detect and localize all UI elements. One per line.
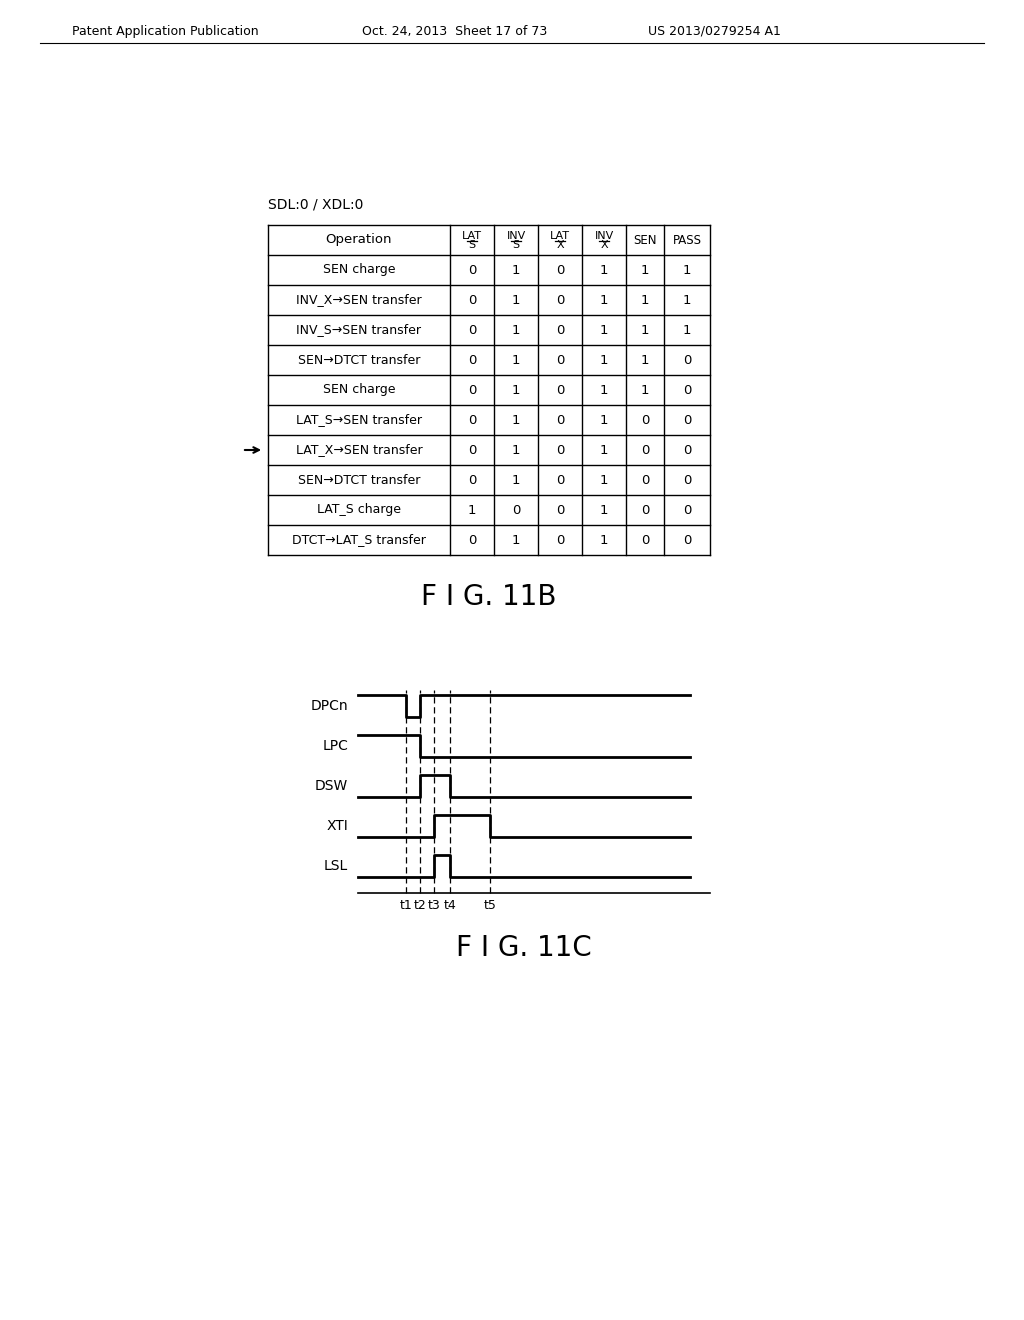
Text: 1: 1 [512,413,520,426]
Text: LAT: LAT [550,231,570,242]
Text: 1: 1 [641,354,649,367]
Text: 1: 1 [600,533,608,546]
Text: 0: 0 [683,354,691,367]
Text: X: X [600,240,608,249]
Text: 0: 0 [556,323,564,337]
Text: 1: 1 [600,503,608,516]
Text: INV: INV [594,231,613,242]
Text: SEN→DTCT transfer: SEN→DTCT transfer [298,474,420,487]
Text: 1: 1 [512,474,520,487]
Text: 0: 0 [468,444,476,457]
Text: 1: 1 [600,474,608,487]
Text: 0: 0 [468,474,476,487]
Text: 0: 0 [556,354,564,367]
Text: 0: 0 [683,503,691,516]
Text: INV_X→SEN transfer: INV_X→SEN transfer [296,293,422,306]
Text: 1: 1 [512,384,520,396]
Text: PASS: PASS [673,234,701,247]
Text: 1: 1 [512,533,520,546]
Text: Operation: Operation [326,234,392,247]
Text: 0: 0 [556,413,564,426]
Text: SEN→DTCT transfer: SEN→DTCT transfer [298,354,420,367]
Text: 0: 0 [556,444,564,457]
Text: 0: 0 [556,503,564,516]
Text: DTCT→LAT_S transfer: DTCT→LAT_S transfer [292,533,426,546]
Text: 1: 1 [641,293,649,306]
Text: 0: 0 [641,503,649,516]
Text: 0: 0 [556,474,564,487]
Text: LAT_S→SEN transfer: LAT_S→SEN transfer [296,413,422,426]
Text: 0: 0 [468,293,476,306]
Text: t5: t5 [483,899,497,912]
Text: 0: 0 [556,293,564,306]
Text: DSW: DSW [314,779,348,793]
Text: 1: 1 [600,444,608,457]
Text: 0: 0 [468,413,476,426]
Text: 1: 1 [600,384,608,396]
Text: t1: t1 [399,899,413,912]
Text: 0: 0 [468,354,476,367]
Text: 1: 1 [641,384,649,396]
Text: F I G. 11B: F I G. 11B [421,583,557,611]
Text: 1: 1 [600,413,608,426]
Text: 0: 0 [556,533,564,546]
Text: SEN: SEN [633,234,656,247]
Text: 0: 0 [468,533,476,546]
Text: 0: 0 [468,264,476,276]
Text: t2: t2 [414,899,426,912]
Text: 0: 0 [683,384,691,396]
Text: 0: 0 [683,474,691,487]
Text: 1: 1 [468,503,476,516]
Text: LAT_X→SEN transfer: LAT_X→SEN transfer [296,444,422,457]
Text: SDL:0 / XDL:0: SDL:0 / XDL:0 [268,197,364,211]
Text: 1: 1 [600,264,608,276]
Text: t4: t4 [443,899,457,912]
Text: F I G. 11C: F I G. 11C [456,935,592,962]
Text: SEN charge: SEN charge [323,384,395,396]
Text: 1: 1 [512,264,520,276]
Text: 1: 1 [600,293,608,306]
Text: 1: 1 [683,264,691,276]
Text: 1: 1 [512,444,520,457]
Text: Patent Application Publication: Patent Application Publication [72,25,259,38]
Text: 0: 0 [641,474,649,487]
Text: LPC: LPC [323,739,348,752]
Text: X: X [556,240,564,249]
Text: 0: 0 [512,503,520,516]
Text: LSL: LSL [324,859,348,873]
Text: 1: 1 [512,293,520,306]
Text: 1: 1 [600,323,608,337]
Text: S: S [468,240,475,249]
Text: 1: 1 [512,323,520,337]
Text: 0: 0 [641,533,649,546]
Text: 0: 0 [683,413,691,426]
Text: US 2013/0279254 A1: US 2013/0279254 A1 [648,25,781,38]
Text: Oct. 24, 2013  Sheet 17 of 73: Oct. 24, 2013 Sheet 17 of 73 [362,25,547,38]
Text: 1: 1 [512,354,520,367]
Text: LAT: LAT [462,231,482,242]
Text: 0: 0 [641,444,649,457]
Text: 0: 0 [556,384,564,396]
Text: INV_S→SEN transfer: INV_S→SEN transfer [297,323,422,337]
Text: DPCn: DPCn [310,700,348,713]
Text: 1: 1 [641,323,649,337]
Text: 0: 0 [641,413,649,426]
Text: SEN charge: SEN charge [323,264,395,276]
Text: S: S [512,240,519,249]
Text: t3: t3 [428,899,440,912]
Text: 0: 0 [468,384,476,396]
Text: 0: 0 [683,444,691,457]
Text: 0: 0 [556,264,564,276]
Text: 0: 0 [468,323,476,337]
Text: 1: 1 [641,264,649,276]
Text: 0: 0 [683,533,691,546]
Text: INV: INV [507,231,525,242]
Text: LAT_S charge: LAT_S charge [317,503,401,516]
Text: 1: 1 [600,354,608,367]
Text: XTI: XTI [327,818,348,833]
Text: 1: 1 [683,293,691,306]
Text: 1: 1 [683,323,691,337]
